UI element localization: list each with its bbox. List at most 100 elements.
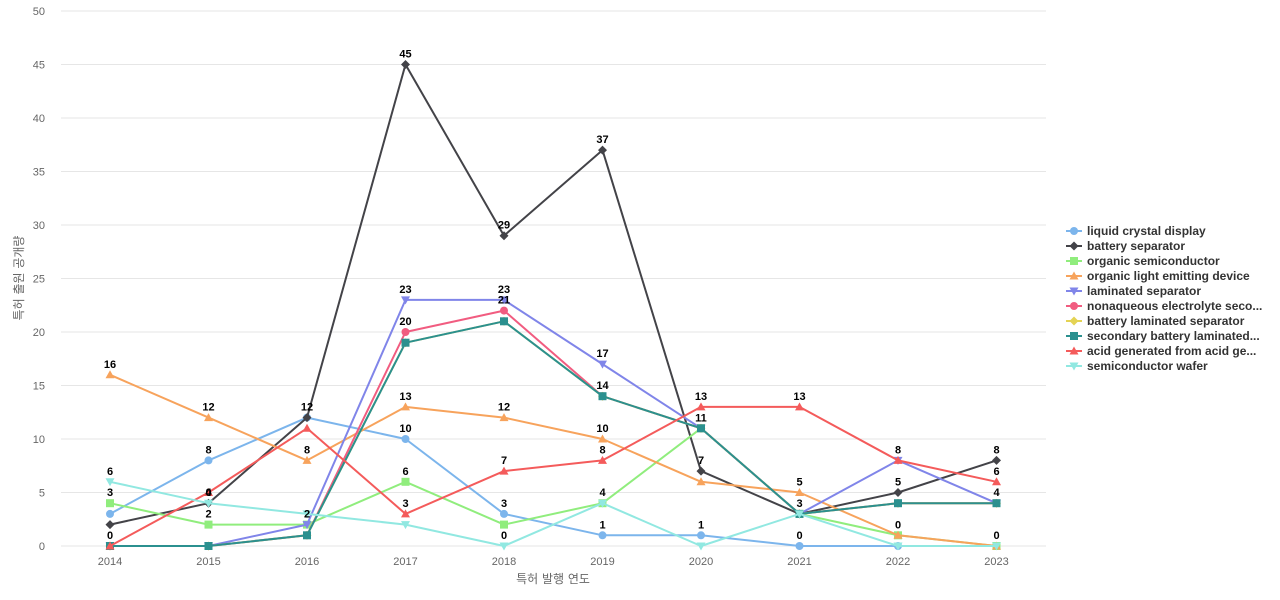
series-1[interactable] [105,60,1002,530]
data-point[interactable] [598,434,607,443]
data-point[interactable] [302,521,312,530]
legend-marker[interactable] [1070,257,1078,265]
x-axis-title: 특허 발행 연도 [516,571,590,586]
data-point[interactable] [499,231,509,241]
data-point[interactable] [992,499,1001,508]
data-point[interactable] [401,60,410,69]
data-point[interactable] [499,466,509,475]
data-point[interactable] [204,520,213,529]
series-6[interactable] [105,316,1002,551]
data-point[interactable] [598,531,607,540]
series-0[interactable] [106,413,1001,550]
series-3[interactable] [105,370,1002,550]
data-point[interactable] [696,466,706,476]
series-9[interactable] [105,478,1002,551]
data-point[interactable] [992,542,1001,551]
data-point[interactable] [105,541,115,550]
data-point[interactable] [401,296,410,305]
legend-item[interactable]: organic light emitting device [1066,269,1250,283]
data-point[interactable] [697,424,705,433]
data-point[interactable] [697,531,705,540]
data-point[interactable] [500,509,508,518]
data-point[interactable] [992,477,1001,486]
data-point[interactable] [204,542,213,550]
y-axis-ticks: 0 5 10 15 20 25 30 35 40 45 50 [33,6,45,553]
legend-item[interactable]: nonaqueous electrolyte seco... [1066,299,1262,313]
legend-item[interactable]: secondary battery laminated... [1066,329,1260,343]
data-point[interactable] [401,338,410,347]
data-point[interactable] [696,542,706,551]
legend-marker[interactable] [1069,362,1079,371]
y-tick-label: 0 [39,541,45,553]
data-point[interactable] [893,530,903,539]
data-point[interactable] [401,402,410,411]
data-point[interactable] [598,145,607,155]
data-point[interactable] [598,455,607,464]
data-point[interactable] [499,542,509,551]
data-point[interactable] [401,477,410,486]
x-tick-label: 2016 [295,556,319,568]
data-point[interactable] [894,499,902,508]
data-point[interactable] [499,413,509,422]
data-point[interactable] [893,455,903,464]
series-4[interactable] [105,296,1002,551]
data-label: 8 [205,444,211,456]
legend-item[interactable]: battery laminated separator [1066,314,1245,328]
legend-item[interactable]: semiconductor wafer [1066,359,1208,373]
data-label: 7 [501,455,507,467]
data-point[interactable] [696,477,706,486]
legend-marker[interactable] [1069,346,1079,355]
data-point[interactable] [795,488,804,496]
data-point[interactable] [204,456,213,465]
data-label: 0 [205,487,211,499]
data-point[interactable] [499,296,509,305]
data-point[interactable] [696,402,706,411]
data-point[interactable] [401,509,410,518]
data-point[interactable] [303,531,311,540]
legend-item[interactable]: liquid crystal display [1066,224,1206,238]
legend-item[interactable]: battery separator [1066,239,1185,253]
data-point[interactable] [401,328,410,336]
data-point[interactable] [204,413,213,422]
data-point[interactable] [500,317,508,326]
data-point[interactable] [795,402,804,411]
legend-marker[interactable] [1069,316,1079,326]
data-point[interactable] [105,520,115,530]
legend-marker[interactable] [1069,241,1079,251]
legend-marker[interactable] [1069,271,1079,280]
data-point[interactable] [893,542,903,551]
data-point[interactable] [106,509,114,518]
data-point[interactable] [401,435,410,443]
data-point[interactable] [795,542,804,550]
data-point[interactable] [302,510,312,519]
data-point[interactable] [795,510,804,519]
data-point[interactable] [105,370,115,379]
legend-marker[interactable] [1070,332,1078,340]
legend-item[interactable]: organic semiconductor [1066,254,1220,268]
data-point[interactable] [105,478,115,487]
data-point[interactable] [500,520,508,529]
legend-item[interactable]: laminated separator [1066,284,1201,298]
data-point[interactable] [893,488,903,497]
data-point[interactable] [302,423,312,432]
data-point[interactable] [302,455,312,464]
series-8[interactable] [105,402,1002,550]
data-label: 4 [993,487,1000,499]
data-point[interactable] [204,488,213,496]
data-label: 13 [399,391,411,403]
data-label: 20 [399,316,411,328]
legend-marker[interactable] [1069,287,1079,296]
data-point[interactable] [106,499,114,508]
legend-marker[interactable] [1070,302,1078,310]
data-point[interactable] [401,521,410,530]
data-point[interactable] [992,455,1001,465]
data-point[interactable] [598,360,607,369]
data-point[interactable] [204,499,213,508]
data-point[interactable] [302,413,312,423]
legend-marker[interactable] [1070,227,1078,235]
data-point[interactable] [500,306,508,315]
data-point[interactable] [598,499,607,508]
legend-item[interactable]: acid generated from acid ge... [1066,344,1256,358]
data-point[interactable] [598,392,607,401]
